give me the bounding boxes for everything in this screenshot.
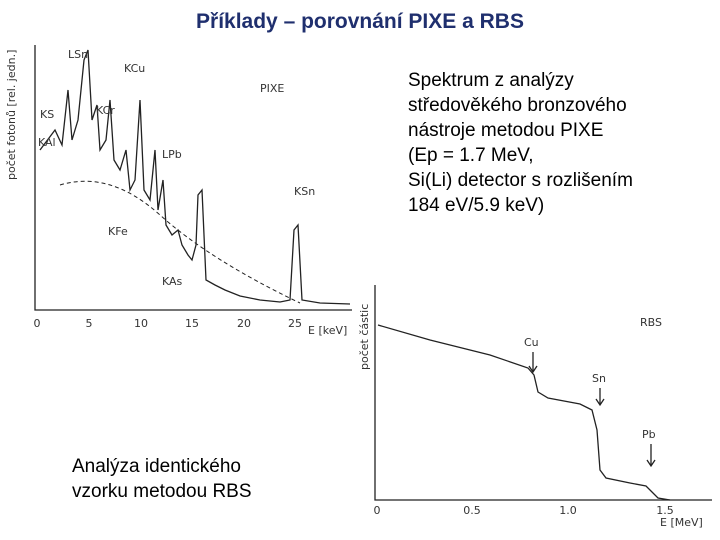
peak-label: Sn: [592, 372, 606, 385]
x-tick-label: 1.5: [656, 504, 674, 517]
peak-label: LSn: [68, 48, 88, 61]
peak-label: KCr: [96, 104, 115, 117]
peak-label: KAs: [162, 275, 183, 288]
peak-label: Pb: [642, 428, 656, 441]
panel-label: PIXE: [260, 82, 284, 95]
slide-title: Příklady – porovnání PIXE a RBS: [196, 10, 524, 33]
rbs-description: Analýza identického vzorku metodou RBS: [72, 456, 252, 502]
x-tick-label: 0: [374, 504, 381, 517]
text-line: vzorku metodou RBS: [72, 481, 252, 502]
peak-label: KCu: [124, 62, 145, 75]
pixe-description: Spektrum z analýzy středověkého bronzové…: [408, 70, 633, 216]
rbs-spectrum: [377, 324, 671, 501]
x-label: E [MeV]: [660, 516, 703, 529]
peak-label: KS: [40, 108, 54, 121]
x-tick-label: 20: [237, 317, 251, 330]
text-line: 184 eV/5.9 keV): [408, 195, 544, 216]
y-label: počet fotonů [rel. jedn.]: [5, 50, 18, 180]
text-line: Analýza identického: [72, 456, 241, 477]
x-tick-label: 25: [288, 317, 302, 330]
pixe-plot: počet fotonů [rel. jedn.] E [keV] PIXE 0…: [5, 45, 352, 337]
arrow: [595, 388, 605, 407]
x-tick-label: 0.5: [463, 504, 481, 517]
peak-label: KFe: [108, 225, 128, 238]
text-line: Spektrum z analýzy: [408, 70, 574, 91]
x-tick-label: 15: [185, 317, 199, 330]
text-line: (Ep = 1.7 MeV,: [408, 145, 534, 166]
x-tick-label: 1.0: [559, 504, 577, 517]
x-label: E [keV]: [308, 324, 347, 337]
text-line: středověkého bronzového: [408, 95, 627, 116]
arrow: [646, 444, 656, 468]
text-line: nástroje metodou PIXE: [408, 120, 603, 141]
y-label: počet částic: [358, 304, 371, 370]
axes: [34, 45, 352, 311]
x-tick-label: 0: [34, 317, 41, 330]
text-line: Si(Li) detector s rozlišením: [408, 170, 633, 191]
peak-label: LPb: [162, 148, 182, 161]
peak-label: Cu: [524, 336, 539, 349]
peak-label: KSn: [294, 185, 315, 198]
arrow: [528, 352, 538, 374]
axes: [374, 285, 712, 501]
pixe-spectrum: [39, 49, 351, 305]
panel-label: RBS: [640, 316, 662, 329]
x-tick-label: 5: [86, 317, 93, 330]
rbs-plot: počet částic E [MeV] RBS 0 0.5 1.0 1.5 C…: [358, 285, 712, 529]
peak-label: KAl: [38, 136, 56, 149]
x-tick-label: 10: [134, 317, 148, 330]
